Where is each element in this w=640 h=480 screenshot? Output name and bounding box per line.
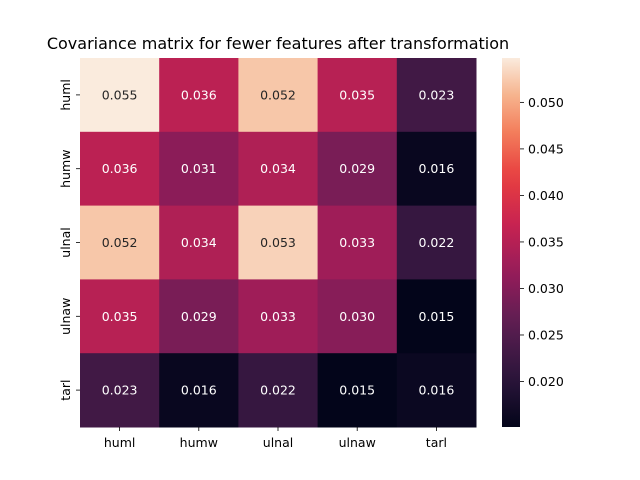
cell-annotation: 0.034	[260, 161, 296, 176]
heatmap-cell	[159, 205, 239, 280]
cell-annotation: 0.015	[419, 309, 455, 324]
cell-annotation: 0.033	[339, 235, 375, 250]
heatmap-cell	[159, 279, 239, 354]
cell-annotation: 0.035	[102, 309, 138, 324]
x-tick-label: tarl	[426, 435, 447, 450]
cell-annotation: 0.022	[260, 383, 296, 398]
heatmap-cell	[317, 205, 398, 280]
heatmap-cell	[159, 58, 239, 133]
cell-annotation: 0.034	[181, 235, 217, 250]
y-tick-label: huml	[58, 79, 73, 111]
colorbar-tick-label: 0.020	[528, 374, 564, 389]
x-tick-label: huml	[104, 435, 136, 450]
colorbar-tick-label: 0.050	[528, 95, 564, 110]
y-tick-label: humw	[58, 150, 73, 188]
heatmap-cell	[159, 353, 239, 428]
heatmap-cell	[396, 131, 477, 207]
heatmap-cell	[238, 353, 319, 428]
chart-title: Covariance matrix for fewer features aft…	[47, 34, 509, 53]
heatmap-cell	[317, 279, 398, 354]
x-axis: huml humw ulnal ulnaw tarl	[104, 427, 447, 450]
colorbar-tick-label: 0.045	[528, 141, 564, 156]
cell-annotation: 0.053	[260, 235, 296, 250]
cell-annotation: 0.036	[181, 87, 217, 102]
heatmap-cell	[317, 131, 398, 207]
cell-annotation: 0.029	[181, 309, 217, 324]
y-axis: huml humw ulnal ulnaw tarl	[58, 79, 80, 401]
cell-annotation: 0.016	[181, 383, 217, 398]
heatmap-cell	[396, 58, 477, 133]
cell-annotation: 0.015	[339, 383, 375, 398]
cell-annotation: 0.023	[102, 383, 138, 398]
heatmap-cell	[238, 205, 319, 280]
cell-annotation: 0.052	[102, 235, 138, 250]
heatmap-cell	[317, 353, 398, 428]
cell-annotation: 0.036	[102, 161, 138, 176]
colorbar-tick-label: 0.040	[528, 188, 564, 203]
cell-annotation: 0.023	[419, 87, 455, 102]
heatmap-cell	[80, 205, 160, 280]
colorbar-tick-label: 0.035	[528, 234, 564, 249]
heatmap-cell	[80, 131, 160, 207]
heatmap-cell	[396, 353, 477, 428]
cell-annotation: 0.033	[260, 309, 296, 324]
x-tick-label: ulnaw	[339, 435, 376, 450]
colorbar: 0.020 0.025 0.030 0.035 0.040 0.045 0.050	[502, 58, 564, 427]
heatmap-cell	[159, 131, 239, 207]
y-tick-label: tarl	[58, 380, 73, 401]
cell-annotation: 0.052	[260, 87, 296, 102]
y-tick-label: ulnaw	[58, 298, 73, 335]
colorbar-gradient	[502, 58, 520, 427]
heatmap-cell	[238, 58, 319, 133]
heatmap-cell	[80, 58, 160, 133]
heatmap-cell	[396, 279, 477, 354]
heatmap-cell	[238, 131, 319, 207]
colorbar-tick-label: 0.030	[528, 281, 564, 296]
cell-annotation: 0.031	[181, 161, 217, 176]
heatmap-cell	[317, 58, 398, 133]
cell-annotation: 0.029	[339, 161, 375, 176]
cell-annotation: 0.055	[102, 87, 138, 102]
heatmap-cell	[80, 353, 160, 428]
heatmap-cell	[238, 279, 319, 354]
y-tick-label: ulnal	[58, 227, 73, 257]
cell-annotation: 0.022	[419, 235, 455, 250]
cell-annotation: 0.016	[419, 383, 455, 398]
heatmap-cells: 0.055 0.036 0.052 0.035 0.023 0.036 0.031 0.034…	[80, 58, 477, 428]
cell-annotation: 0.016	[419, 161, 455, 176]
cell-annotation: 0.030	[339, 309, 375, 324]
cell-annotation: 0.035	[339, 87, 375, 102]
colorbar-tick-label: 0.025	[528, 327, 564, 342]
heatmap-cell	[80, 279, 160, 354]
heatmap-cell	[396, 205, 477, 280]
x-tick-label: ulnal	[263, 435, 293, 450]
x-tick-label: humw	[180, 435, 218, 450]
